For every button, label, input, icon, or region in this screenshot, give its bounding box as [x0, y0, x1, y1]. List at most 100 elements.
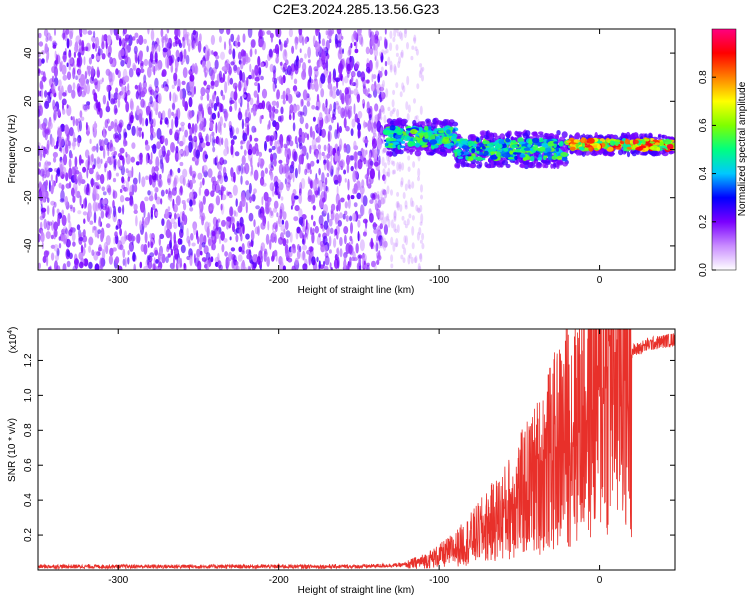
- heatmap-cell: [393, 169, 396, 175]
- heatmap-cell: [195, 149, 200, 159]
- heatmap-cell: [159, 120, 163, 125]
- heatmap-cell: [257, 225, 260, 236]
- heatmap-cell: [381, 238, 385, 248]
- heatmap-cell: [42, 255, 47, 264]
- heatmap-cell: [390, 138, 397, 142]
- heatmap-cell: [313, 220, 316, 227]
- heatmap-cell: [257, 82, 261, 94]
- heatmap-cell: [135, 215, 138, 227]
- heatmap-cell: [94, 182, 100, 187]
- heatmap-cell: [235, 261, 239, 266]
- heatmap-cell: [358, 33, 363, 45]
- heatmap-cell: [387, 167, 391, 178]
- heatmap-cell: [372, 223, 378, 228]
- heatmap-cell: [203, 80, 207, 86]
- heatmap-cell: [423, 139, 430, 143]
- heatmap-cell: [142, 87, 148, 95]
- heatmap-cell: [126, 56, 132, 69]
- heatmap-cell: [72, 241, 76, 247]
- heatmap-cell: [196, 248, 201, 258]
- heatmap-cell: [173, 232, 176, 244]
- heatmap-cell: [54, 260, 58, 270]
- heatmap-cell: [377, 138, 382, 150]
- heatmap-cell: [114, 158, 117, 170]
- heatmap-cell: [515, 152, 523, 155]
- heatmap-cell: [300, 150, 304, 155]
- heatmap-cell: [390, 160, 394, 165]
- heatmap-cell: [202, 195, 206, 205]
- heatmap-cell: [378, 235, 383, 243]
- heatmap-cell: [298, 142, 303, 150]
- heatmap-cell: [88, 57, 92, 65]
- heatmap-cell: [270, 153, 274, 163]
- heatmap-cell: [456, 138, 461, 142]
- heatmap-cell: [204, 135, 208, 142]
- heatmap-cell: [392, 89, 396, 96]
- heatmap-cell: [40, 88, 44, 99]
- heatmap-cell: [644, 138, 650, 142]
- heatmap-cell: [294, 167, 298, 179]
- heatmap-cell: [290, 205, 293, 210]
- snr-x-ticks: -300 -200 -100 0: [108, 329, 603, 586]
- heatmap-cell: [160, 198, 163, 205]
- heatmap-cell: [407, 155, 411, 161]
- heatmap-cell: [298, 216, 304, 226]
- heatmap-cell: [446, 129, 451, 135]
- heatmap-cell: [254, 76, 260, 82]
- heatmap-cell: [89, 76, 95, 84]
- heatmap-cell: [177, 56, 180, 63]
- heatmap-cell: [238, 165, 242, 172]
- colorbar-tick-label: 0.0: [698, 263, 709, 277]
- heatmap-cell: [61, 98, 67, 106]
- heatmap-cell: [169, 221, 172, 230]
- heatmap-cell: [108, 70, 111, 78]
- heatmap-cell: [419, 239, 423, 244]
- heatmap-cell: [360, 192, 364, 203]
- heatmap-cell: [93, 120, 97, 133]
- heatmap-cell: [62, 154, 68, 166]
- heatmap-cell: [211, 230, 216, 237]
- heatmap-cell: [401, 82, 405, 90]
- heatmap-cell: [109, 57, 113, 65]
- heatmap-cell: [44, 43, 48, 54]
- heatmap-cell: [259, 177, 265, 186]
- heatmap-cell: [386, 171, 390, 177]
- heatmap-cell: [181, 80, 186, 86]
- heatmap-cell: [471, 148, 476, 154]
- heatmap-cell: [331, 29, 335, 35]
- heatmap-cell: [96, 66, 100, 79]
- heatmap-cell: [222, 94, 226, 101]
- heatmap-cell: [108, 255, 113, 265]
- heatmap-cell: [84, 70, 88, 80]
- heatmap-cell: [360, 36, 364, 47]
- heatmap-cell: [58, 147, 62, 152]
- heatmap-cell: [124, 197, 130, 202]
- heatmap-cell: [46, 205, 50, 215]
- heatmap-cell: [367, 88, 370, 93]
- heatmap-cell: [397, 131, 403, 136]
- heatmap-cell: [96, 174, 101, 180]
- heatmap-cell: [407, 104, 411, 113]
- heatmap-cell: [347, 178, 350, 191]
- heatmap-cell: [65, 183, 71, 189]
- heatmap-cell: [408, 253, 412, 259]
- heatmap-cell: [72, 67, 76, 80]
- heatmap-cell: [219, 29, 224, 35]
- heatmap-cell: [302, 89, 308, 101]
- heatmap-cell: [277, 115, 282, 122]
- heatmap-cell: [382, 108, 386, 115]
- heatmap-cell: [242, 87, 246, 95]
- heatmap-cell: [150, 214, 154, 220]
- heatmap-cell: [203, 245, 209, 255]
- heatmap-cell: [285, 230, 291, 238]
- heatmap-cell: [165, 228, 171, 239]
- heatmap-cell: [330, 267, 333, 270]
- heatmap-cell: [215, 55, 220, 60]
- heatmap-cell: [56, 140, 59, 149]
- heatmap-cell: [125, 140, 128, 147]
- heatmap-cell: [257, 255, 261, 265]
- heatmap-cell: [395, 82, 399, 89]
- heatmap-cell: [514, 148, 521, 153]
- heatmap-cell: [208, 238, 212, 247]
- heatmap-cell: [332, 75, 336, 83]
